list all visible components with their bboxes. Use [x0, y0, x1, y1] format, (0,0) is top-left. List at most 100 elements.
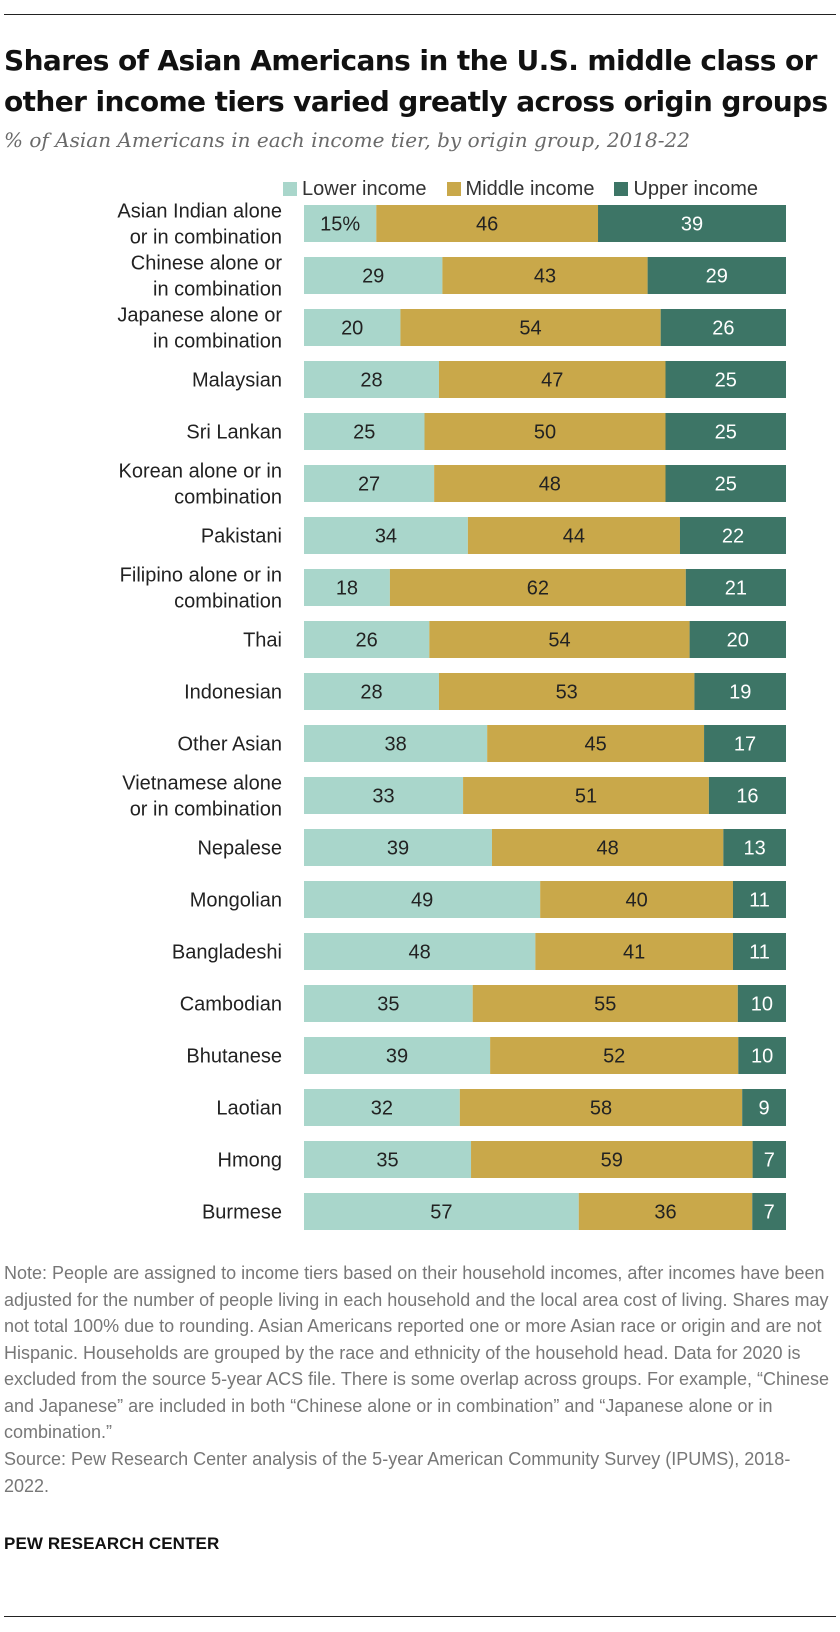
- bar-segment-lower: [304, 569, 390, 606]
- chart-title: Shares of Asian Americans in the U.S. mi…: [4, 44, 828, 118]
- value-label-lower: 39: [387, 838, 409, 860]
- value-label-upper: 9: [759, 1098, 770, 1120]
- bar-segment-middle: [467, 517, 680, 554]
- bar-segment-lower: [304, 725, 488, 762]
- category-label: Pakistani: [201, 526, 282, 548]
- category-label: Thai: [243, 630, 282, 652]
- bar-segment-middle: [472, 985, 738, 1022]
- chart-source: Source: Pew Research Center analysis of …: [4, 1449, 791, 1496]
- bar-segment-lower: [304, 777, 464, 814]
- top-rule: [4, 14, 836, 15]
- bar-segment-lower: [304, 985, 473, 1022]
- chart-note: Note: People are assigned to income tier…: [4, 1263, 830, 1442]
- bar-segment-middle: [540, 881, 733, 918]
- bar-segment-lower: [304, 1193, 579, 1230]
- value-label-middle: 55: [594, 994, 616, 1016]
- bar-segment-middle: [578, 1193, 753, 1230]
- value-label-middle: 48: [539, 474, 561, 496]
- bar-segment-middle: [389, 569, 686, 606]
- value-label-middle: 59: [601, 1150, 623, 1172]
- category-label: Malaysian: [192, 370, 282, 392]
- value-label-lower: 27: [358, 474, 380, 496]
- bar-segment-lower: [304, 413, 425, 450]
- bar-segment-upper: [704, 725, 786, 762]
- value-label-middle: 36: [654, 1202, 676, 1224]
- bar-segment-middle: [424, 413, 666, 450]
- value-label-lower: 57: [430, 1202, 452, 1224]
- legend-label-middle: Middle income: [465, 177, 595, 200]
- category-label: Bangladeshi: [172, 942, 282, 964]
- value-label-upper: 21: [725, 578, 747, 600]
- value-label-upper: 7: [764, 1150, 775, 1172]
- category-label: Bhutanese: [186, 1046, 282, 1068]
- bar-segment-middle: [535, 933, 733, 970]
- bar-segment-upper: [742, 1089, 786, 1126]
- value-label-middle: 41: [623, 942, 645, 964]
- value-label-middle: 46: [476, 214, 498, 236]
- value-label-lower: 33: [372, 786, 394, 808]
- value-label-lower: 26: [356, 630, 378, 652]
- value-label-upper: 10: [751, 1046, 773, 1068]
- bar-segment-upper: [685, 569, 786, 606]
- value-label-middle: 50: [534, 422, 556, 444]
- legend: Lower income Middle income Upper income: [283, 176, 758, 202]
- category-label: Hmong: [218, 1150, 282, 1172]
- value-label-upper: 25: [715, 370, 737, 392]
- bar-segment-middle: [491, 829, 724, 866]
- legend-item-middle: Middle income: [446, 177, 595, 201]
- value-label-upper: 22: [722, 526, 744, 548]
- bar-segment-lower: [304, 465, 435, 502]
- category-label: Burmese: [202, 1202, 282, 1224]
- value-label-middle: 44: [563, 526, 585, 548]
- bar-segment-middle: [463, 777, 709, 814]
- bar-segment-lower: [304, 1141, 472, 1178]
- bar-segment-lower: [304, 257, 443, 294]
- value-label-lower: 32: [371, 1098, 393, 1120]
- bar-segment-upper: [737, 985, 786, 1022]
- value-label-upper: 11: [749, 942, 770, 964]
- bar-segment-upper: [732, 881, 786, 918]
- value-label-middle: 48: [597, 838, 619, 860]
- bar-segment-upper: [732, 933, 786, 970]
- value-label-upper: 11: [749, 890, 770, 912]
- category-label: Indonesian: [184, 682, 282, 704]
- category-label: Filipino alone or in combination: [120, 565, 282, 613]
- value-label-middle: 47: [541, 370, 563, 392]
- value-label-lower: 25: [353, 422, 375, 444]
- stacked-bar-chart: Asian Indian alone or in combination 15% 46…: [117, 201, 786, 1230]
- value-label-lower: 49: [411, 890, 433, 912]
- value-label-upper: 29: [706, 266, 728, 288]
- bar-segment-upper: [647, 257, 786, 294]
- bar-segment-lower: [304, 621, 430, 658]
- value-label-middle: 40: [625, 890, 647, 912]
- category-label: Laotian: [216, 1098, 282, 1120]
- value-label-lower: 34: [375, 526, 397, 548]
- bar-segment-upper: [723, 829, 786, 866]
- bar-segment-lower: [304, 933, 536, 970]
- bar-segment-upper: [708, 777, 786, 814]
- value-label-lower: 18: [336, 578, 358, 600]
- legend-swatch-lower: [283, 182, 297, 196]
- category-label: Cambodian: [180, 994, 282, 1016]
- value-label-lower: 28: [360, 370, 382, 392]
- bar-segment-middle: [434, 465, 666, 502]
- value-label-lower: 29: [362, 266, 384, 288]
- bar-segment-upper: [665, 465, 786, 502]
- bar-segment-middle: [471, 1141, 753, 1178]
- value-label-lower: 35: [377, 994, 399, 1016]
- value-label-lower: 48: [409, 942, 431, 964]
- value-label-lower: 15%: [320, 214, 360, 236]
- value-label-middle: 45: [584, 734, 606, 756]
- category-label: Chinese alone or in combination: [131, 253, 283, 301]
- value-label-upper: 20: [727, 630, 749, 652]
- bar-segment-upper: [665, 413, 786, 450]
- bar-segment-middle: [429, 621, 690, 658]
- value-label-middle: 51: [575, 786, 597, 808]
- bar-segment-upper: [694, 673, 786, 710]
- bar-segment-middle: [438, 361, 666, 398]
- bar-segment-upper: [752, 1193, 786, 1230]
- value-label-lower: 38: [384, 734, 406, 756]
- bar-segment-lower: [304, 829, 492, 866]
- brand-name: PEW RESEARCH CENTER: [4, 1534, 220, 1553]
- bar-segment-middle: [400, 309, 661, 346]
